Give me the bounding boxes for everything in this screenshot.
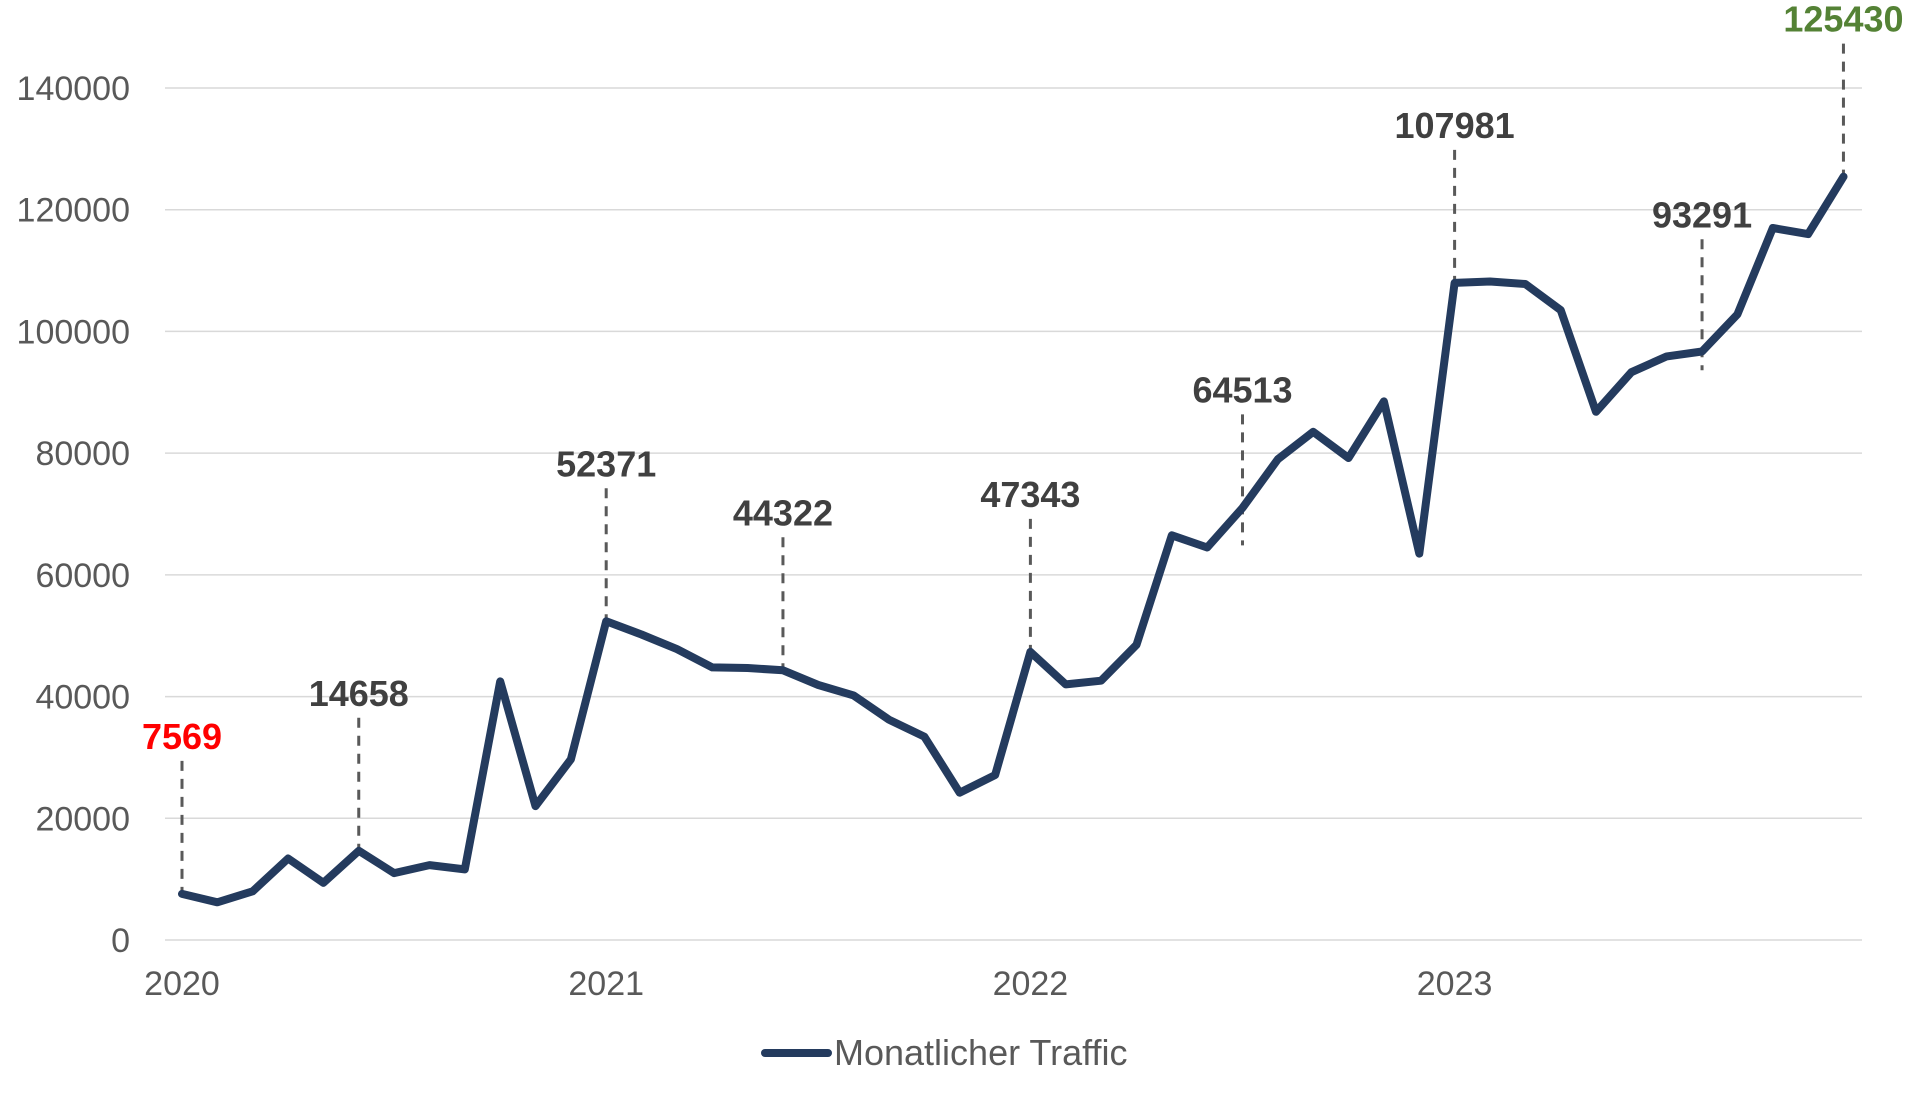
annotation-label-107981: 107981 <box>1395 105 1515 146</box>
y-tick-label-80000: 80000 <box>35 435 130 473</box>
y-tick-label-40000: 40000 <box>35 679 130 717</box>
annotation-label-44322: 44322 <box>733 492 833 533</box>
y-tick-label-120000: 120000 <box>17 192 130 230</box>
series-line-monatlicher-traffic <box>178 172 1848 907</box>
y-tick-label-0: 0 <box>111 922 130 960</box>
annotation-labels: 7569 14658 52371 44322 47343 64513 107981 93291… <box>142 0 1904 757</box>
y-tick-label-60000: 60000 <box>35 557 130 595</box>
y-tick-label-100000: 100000 <box>17 313 130 351</box>
annotation-label-52371: 52371 <box>556 443 656 484</box>
x-tick-label-2023: 2023 <box>1417 965 1493 1003</box>
y-tick-label-140000: 140000 <box>17 70 130 108</box>
annotation-label-14658: 14658 <box>309 673 409 714</box>
annotation-label-64513: 64513 <box>1192 369 1292 410</box>
annotation-leader-lines <box>180 43 1845 892</box>
annotation-label-125430: 125430 <box>1783 0 1903 40</box>
annotation-label-93291: 93291 <box>1652 194 1752 235</box>
legend: Monatlicher Traffic <box>761 1032 1127 1073</box>
x-tick-label-2022: 2022 <box>993 965 1069 1003</box>
x-tick-label-2020: 2020 <box>144 965 220 1003</box>
y-tick-label-20000: 20000 <box>35 800 130 838</box>
x-axis-tick-labels: 2020 2021 2022 2023 <box>144 965 1492 1003</box>
x-tick-label-2021: 2021 <box>568 965 644 1003</box>
series-lines <box>178 172 1848 907</box>
annotation-label-47343: 47343 <box>980 474 1080 515</box>
legend-label-monatlicher-traffic: Monatlicher Traffic <box>834 1032 1127 1073</box>
annotation-label-7569: 7569 <box>142 716 222 757</box>
y-axis-tick-labels: 0 20000 40000 60000 80000 100000 120000 140000 <box>17 70 130 960</box>
